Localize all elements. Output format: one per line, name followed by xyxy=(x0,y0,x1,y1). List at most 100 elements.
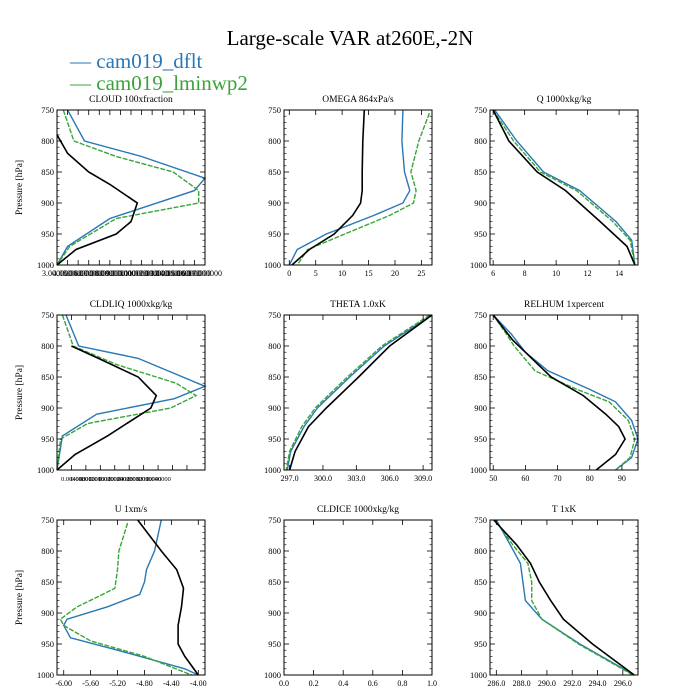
panel-3-ytick-label-3: 900 xyxy=(41,403,54,413)
panel-0-series-obs xyxy=(56,134,139,266)
panel-1-xtick-label-1: 5 xyxy=(314,269,318,278)
panel-4-xtick-label-1: 300.0 xyxy=(314,474,332,483)
panel-8-ytick-label-1: 800 xyxy=(474,546,487,556)
panel-6-ytick-label-5: 1000 xyxy=(37,670,54,680)
panel-3-xtick-label-5: 0.024000 xyxy=(109,476,133,483)
panel-4-series-cam019_lminwp2 xyxy=(285,314,431,471)
panel-4-title: THETA 1.0xK xyxy=(330,300,386,310)
panel-4-ytick-label-4: 950 xyxy=(268,434,281,444)
panel-3-ytick-label-4: 950 xyxy=(41,434,54,444)
panel-6-series-cam019_lminwp2 xyxy=(59,522,192,676)
panel-2-xtick-label-4: 14 xyxy=(615,269,623,278)
panel-0-xtick-label-1: 4.000000 xyxy=(53,269,83,278)
panel-4-ytick-label-5: 1000 xyxy=(264,465,281,475)
panel-7-ytick-label-4: 950 xyxy=(268,639,281,649)
panel-3-xtick-label-6: 0.028000 xyxy=(118,476,142,483)
panel-5-ytick-label-0: 750 xyxy=(474,310,487,320)
panel-5-ytick-label-5: 1000 xyxy=(470,465,487,475)
panel-8-ytick-label-2: 850 xyxy=(474,577,487,587)
panel-8-ytick-label-4: 950 xyxy=(474,639,487,649)
panel-2-ytick-label-2: 850 xyxy=(474,167,487,177)
panel-5-frame xyxy=(489,314,639,471)
panel-1-series-obs xyxy=(291,109,366,266)
panel-1-xtick-label-3: 15 xyxy=(365,269,373,278)
panel-4-ytick-label-0: 750 xyxy=(268,310,281,320)
panel-8-ytick-label-0: 750 xyxy=(474,515,487,525)
panel-0-xtick-label-0: 3.000000 xyxy=(42,269,72,278)
panel-1-ytick-label-5: 1000 xyxy=(264,260,281,270)
panel-0-series-cam019_lminwp2 xyxy=(56,109,200,266)
panel-1-ytick-label-3: 900 xyxy=(268,198,281,208)
panel-0-ylabel: Pressure [hPa] xyxy=(15,160,25,215)
panel-0-ytick-label-2: 850 xyxy=(41,167,54,177)
panel-0-xtick-label-5: 8.000000 xyxy=(95,269,125,278)
panel-1-title: OMEGA 864xPa/s xyxy=(322,95,394,105)
panel-7-xtick-label-3: 0.6 xyxy=(368,679,378,688)
legend-entry-cam019-dflt: — cam019_dflt xyxy=(70,50,202,72)
panel-2-frame xyxy=(489,109,639,266)
panel-5-ytick-label-3: 900 xyxy=(474,403,487,413)
panel-4-frame xyxy=(283,314,433,471)
panel-2-series-cam019_lminwp2 xyxy=(492,109,636,266)
panel-3-xtick-label-8: 0.036000 xyxy=(137,476,161,483)
panel-6-ytick-label-2: 850 xyxy=(41,577,54,587)
panel-8-xtick-label-3: 292.0 xyxy=(563,679,581,688)
panel-5-series-cam019_dflt xyxy=(492,314,639,471)
panel-4-series-cam019_dflt xyxy=(286,314,433,471)
panel-0-xtick-label-7: 10.000000 xyxy=(114,269,148,278)
panel-3-series-obs xyxy=(56,345,158,471)
panel-4-xtick-label-2: 303.0 xyxy=(347,474,365,483)
panel-0-xtick-label-3: 6.000000 xyxy=(74,269,104,278)
panel-3-xtick-label-2: 0.012000 xyxy=(80,476,104,483)
panel-2-ytick-label-4: 950 xyxy=(474,229,487,239)
panel-2-xtick-label-0: 6 xyxy=(491,269,495,278)
panel-3-ylabel: Pressure [hPa] xyxy=(15,365,25,420)
panel-1-xtick-label-4: 20 xyxy=(391,269,399,278)
panel-1-ytick-label-4: 950 xyxy=(268,229,281,239)
panel-3-frame xyxy=(56,314,206,471)
panel-3-ytick-label-5: 1000 xyxy=(37,465,54,475)
panel-4-xtick-label-0: 297.0 xyxy=(281,474,299,483)
panel-3-ytick-label-1: 800 xyxy=(41,341,54,351)
panel-7-xtick-label-5: 1.0 xyxy=(427,679,437,688)
legend-swatch-cam019-lminwp2: — cam019_lminwp2 xyxy=(70,71,248,95)
panel-8-xtick-label-5: 296.0 xyxy=(614,679,632,688)
panel-8-frame xyxy=(489,519,639,676)
panel-6-ylabel: Pressure [hPa] xyxy=(15,570,25,625)
panel-0-ytick-label-0: 750 xyxy=(41,105,54,115)
panel-2-series-cam019_dflt xyxy=(494,109,636,266)
panel-8-series-cam019_dflt xyxy=(495,519,635,676)
panel-6-xtick-label-4: -4.40 xyxy=(163,679,180,688)
panel-4-xtick-label-4: 309.0 xyxy=(414,474,432,483)
panel-6-series-cam019_dflt xyxy=(62,519,199,676)
panel-4-xtick-label-3: 306.0 xyxy=(381,474,399,483)
panel-0-xtick-label-4: 7.000000 xyxy=(84,269,114,278)
panel-3-xtick-label-9: 0.040000 xyxy=(147,476,171,483)
panel-7-ytick-label-1: 800 xyxy=(268,546,281,556)
panel-7-ytick-label-3: 900 xyxy=(268,608,281,618)
panel-6-xtick-label-1: -5.60 xyxy=(82,679,99,688)
panel-5-series-obs xyxy=(492,314,627,471)
panel-3-xtick-label-1: 0.008000 xyxy=(71,476,95,483)
panel-0-frame xyxy=(56,109,206,266)
panel-6-xtick-label-5: -4.00 xyxy=(190,679,207,688)
panel-4-series-obs xyxy=(288,314,433,471)
panel-8-ytick-label-3: 900 xyxy=(474,608,487,618)
panel-1: 750 800 850 900 950 1000 0 5 10 15 20 25 OMEGA 864xP… xyxy=(264,95,433,278)
panel-2-xtick-label-1: 8 xyxy=(523,269,527,278)
panel-1-ytick-label-2: 850 xyxy=(268,167,281,177)
panel-6-xtick-label-3: -4.80 xyxy=(136,679,153,688)
panel-0-xtick-label-14: 17.000000 xyxy=(188,269,222,278)
panel-2: 750 800 850 900 950 1000 6 8 10 12 14 Q 1000xkg/kg xyxy=(470,95,639,278)
legend-entry-cam019-lminwp2: — cam019_lminwp2 xyxy=(70,72,248,94)
panel-6-ytick-label-0: 750 xyxy=(41,515,54,525)
panel-6-title: U 1xm/s xyxy=(115,505,148,515)
panel-0-series-cam019_dflt xyxy=(56,109,207,266)
panel-1-series-cam019_dflt xyxy=(288,109,411,266)
panel-8-series-cam019_lminwp2 xyxy=(494,519,634,676)
panel-0-ytick-label-1: 800 xyxy=(41,136,54,146)
panel-5-ytick-label-4: 950 xyxy=(474,434,487,444)
